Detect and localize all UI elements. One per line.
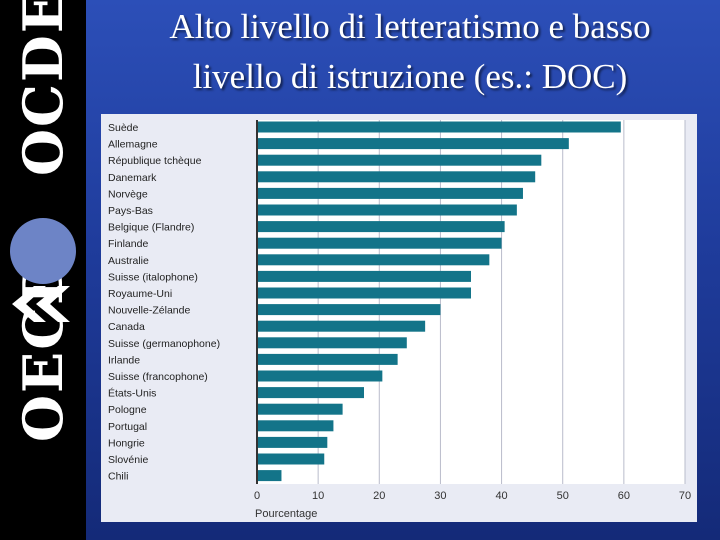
category-label: Nouvelle-Zélande <box>108 305 190 317</box>
x-tick-label: 50 <box>557 490 569 502</box>
bar <box>257 187 523 199</box>
bar <box>257 420 334 432</box>
bar <box>257 237 502 249</box>
bar <box>257 221 505 233</box>
category-label: Pays-Bas <box>108 205 153 217</box>
chart-panel: 0 10 20 30 40 50 60 70 Suède Allemagne République … <box>101 114 697 522</box>
bar <box>257 337 407 349</box>
category-label: Suisse (germanophone) <box>108 338 220 350</box>
category-label: Slovénie <box>108 454 148 466</box>
bar <box>257 138 569 150</box>
category-label: Suisse (italophone) <box>108 271 198 283</box>
bar <box>257 387 364 399</box>
bar <box>257 470 282 482</box>
category-label: Canada <box>108 321 145 333</box>
x-tick-label: 60 <box>618 490 630 502</box>
bar <box>257 453 325 465</box>
logo-band: OECDOCDE <box>0 0 86 540</box>
category-label: Chili <box>108 471 128 483</box>
category-label: Belgique (Flandre) <box>108 222 194 234</box>
bar-chart: 0 10 20 30 40 50 60 70 Suède Allemagne République … <box>108 120 691 520</box>
category-label: Danemark <box>108 172 157 184</box>
bar <box>257 121 621 133</box>
category-label: Suisse (francophone) <box>108 371 208 383</box>
x-tick-label: 30 <box>434 490 446 502</box>
bar <box>257 436 328 448</box>
category-label: Irlande <box>108 354 140 366</box>
category-label: Suède <box>108 122 139 134</box>
category-label: Allemagne <box>108 139 158 151</box>
bar <box>257 304 441 316</box>
x-tick-label: 40 <box>495 490 507 502</box>
bar <box>257 154 542 166</box>
bar <box>257 287 471 299</box>
category-label: Hongrie <box>108 437 145 449</box>
logo-disc-icon <box>10 218 76 284</box>
x-tick-label: 10 <box>312 490 324 502</box>
slide-title-line-2: livello di istruzione (es.: DOC) <box>192 57 628 96</box>
bar <box>257 204 517 216</box>
category-label: Royaume-Uni <box>108 288 172 300</box>
category-label: États-Unis <box>108 387 156 400</box>
double-chevron-icon <box>12 286 70 322</box>
bar <box>257 270 471 282</box>
category-label: Portugal <box>108 421 147 433</box>
category-label: Norvège <box>108 188 148 200</box>
slide-title-line-1: Alto livello di letteratismo e basso <box>169 7 651 46</box>
category-label: République tchèque <box>108 155 202 167</box>
bar <box>257 353 398 365</box>
bar <box>257 403 343 415</box>
x-tick-label: 20 <box>373 490 385 502</box>
x-axis-label: Pourcentage <box>255 508 317 520</box>
category-label: Finlande <box>108 238 148 250</box>
bar <box>257 320 426 332</box>
x-tick-label: 70 <box>679 490 691 502</box>
category-label: Australie <box>108 255 149 267</box>
bar <box>257 254 490 266</box>
x-tick-label: 0 <box>254 490 260 502</box>
category-label: Pologne <box>108 404 147 416</box>
bar <box>257 370 383 382</box>
bar <box>257 171 536 183</box>
